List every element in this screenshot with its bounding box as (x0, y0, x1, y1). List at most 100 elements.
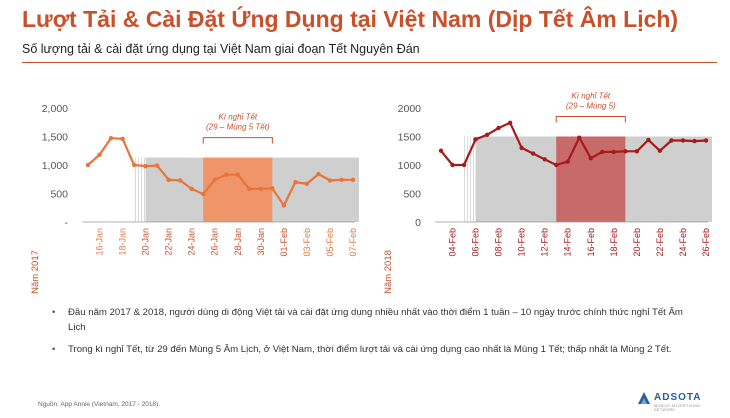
y-tick-label: 1,500 (42, 132, 68, 144)
tet-annotation-label: (29 – Mùng 5 Tết) (206, 123, 270, 132)
data-point (565, 159, 570, 164)
x-tick-label: 10-Feb (517, 228, 527, 257)
data-point (611, 149, 617, 155)
tet-bracket (555, 116, 626, 123)
data-point (120, 136, 125, 141)
logo-tagline: MOBILE ADVERTISING NETWORK (654, 404, 701, 412)
year-label: Năm 2018 (383, 250, 394, 294)
data-point (97, 152, 102, 157)
data-point (201, 191, 206, 197)
hatched-band (134, 157, 146, 222)
data-point (450, 162, 455, 168)
data-point (316, 171, 321, 177)
data-point (166, 177, 171, 183)
data-point (438, 148, 444, 153)
data-point (530, 151, 536, 156)
bullet-marker: • (52, 344, 56, 355)
data-point (189, 186, 194, 192)
data-point (496, 125, 501, 131)
data-point (224, 172, 229, 177)
data-point (623, 149, 628, 154)
y-tick-label: 500 (403, 189, 421, 201)
insight-item: • Trong kì nghỉ Tết, từ 29 đến Mùng 5 Âm… (50, 342, 700, 357)
tet-annotation-label: Kì nghỉ Tết (571, 92, 610, 101)
data-point (703, 138, 709, 143)
x-tick-label: 28-Jan (233, 228, 243, 256)
data-point (270, 186, 275, 191)
data-point (646, 137, 651, 143)
x-tick-label: 26-Jan (210, 228, 220, 256)
x-tick-label: 18-Feb (609, 228, 619, 257)
data-point (143, 163, 148, 169)
chart-2018: Kì nghỉ Tết(29 – Mùng 5) 2000 1500 1000 500 0… (383, 92, 712, 294)
data-point (212, 177, 217, 183)
data-point (554, 162, 559, 168)
x-tick-label: 22-Jan (164, 228, 174, 256)
data-point (258, 186, 264, 192)
x-tick-label: 04-Feb (448, 228, 458, 257)
y-tick-label: 1000 (398, 160, 422, 172)
x-tick-label: 08-Feb (494, 228, 504, 257)
data-point (131, 162, 137, 168)
title-divider (22, 62, 717, 63)
x-tick-label: 20-Jan (141, 228, 151, 256)
insight-text: Đầu năm 2017 & 2018, người dùng di động … (68, 307, 683, 333)
data-point (473, 137, 478, 142)
tet-holiday-band (556, 136, 626, 222)
data-point (293, 179, 298, 185)
data-point (692, 138, 697, 144)
x-tick-label: 14-Feb (563, 228, 573, 257)
tet-annotation-label: (29 – Mùng 5) (566, 102, 616, 111)
data-point (235, 172, 240, 177)
data-point (108, 136, 114, 141)
x-tick-label: 16-Jan (95, 228, 105, 256)
data-point (154, 163, 160, 168)
data-point (177, 178, 183, 183)
hatched-band (464, 136, 476, 222)
data-point (350, 177, 356, 183)
data-point (600, 149, 605, 155)
tet-bracket (202, 137, 273, 144)
x-tick-label: 03-Feb (302, 228, 312, 257)
insight-item: • Đầu năm 2017 & 2018, người dùng di độn… (50, 305, 700, 335)
x-tick-label: 24-Jan (187, 228, 197, 256)
data-point (339, 177, 344, 183)
x-tick-label: 12-Feb (540, 228, 550, 257)
data-point (634, 149, 640, 154)
bullet-marker: • (52, 307, 56, 318)
source-note: Nguồn: App Annie (Vietnam, 2017 - 2018). (38, 401, 161, 408)
x-tick-label: 22-Feb (655, 228, 665, 257)
data-point (281, 203, 287, 208)
data-point (577, 135, 582, 140)
data-point (542, 157, 547, 162)
data-point (461, 162, 467, 168)
x-tick-label: 30-Jan (256, 228, 266, 256)
y-tick-label: 2000 (398, 103, 422, 115)
data-point (680, 138, 686, 143)
data-point (85, 162, 91, 168)
data-point (507, 120, 513, 126)
insight-text: Trong kì nghỉ Tết, từ 29 đến Mùng 5 Âm L… (68, 344, 672, 355)
x-tick-label: 26-Feb (701, 228, 711, 257)
data-point (327, 178, 333, 183)
x-tick-label: 20-Feb (632, 228, 642, 257)
data-point (669, 138, 674, 143)
data-point (247, 186, 252, 192)
tet-annotation-label: Kì nghỉ Tết (218, 113, 257, 122)
chart-2017: Kì nghỉ Tết(29 – Mùng 5 Tết) 2,000 1,500 1,… (30, 103, 359, 294)
data-point (304, 181, 310, 187)
y-tick-label: 2,000 (42, 103, 68, 115)
x-tick-label: 06-Feb (471, 228, 481, 257)
data-point (484, 132, 490, 137)
y-tick-label: 1500 (398, 132, 422, 144)
x-tick-label: 07-Feb (348, 228, 358, 257)
page-subtitle: Số lượng tải & cài đặt ứng dụng tại Việt… (22, 42, 420, 56)
y-tick-label: 0 (415, 217, 421, 229)
x-tick-label: 18-Jan (118, 228, 128, 256)
logo-wordmark: ADSOTA (654, 392, 702, 403)
x-tick-label: 01-Feb (279, 228, 289, 257)
x-tick-label: 16-Feb (586, 228, 596, 257)
x-tick-label: 24-Feb (678, 228, 688, 257)
x-tick-label: 05-Feb (325, 228, 335, 257)
data-point (657, 148, 663, 153)
